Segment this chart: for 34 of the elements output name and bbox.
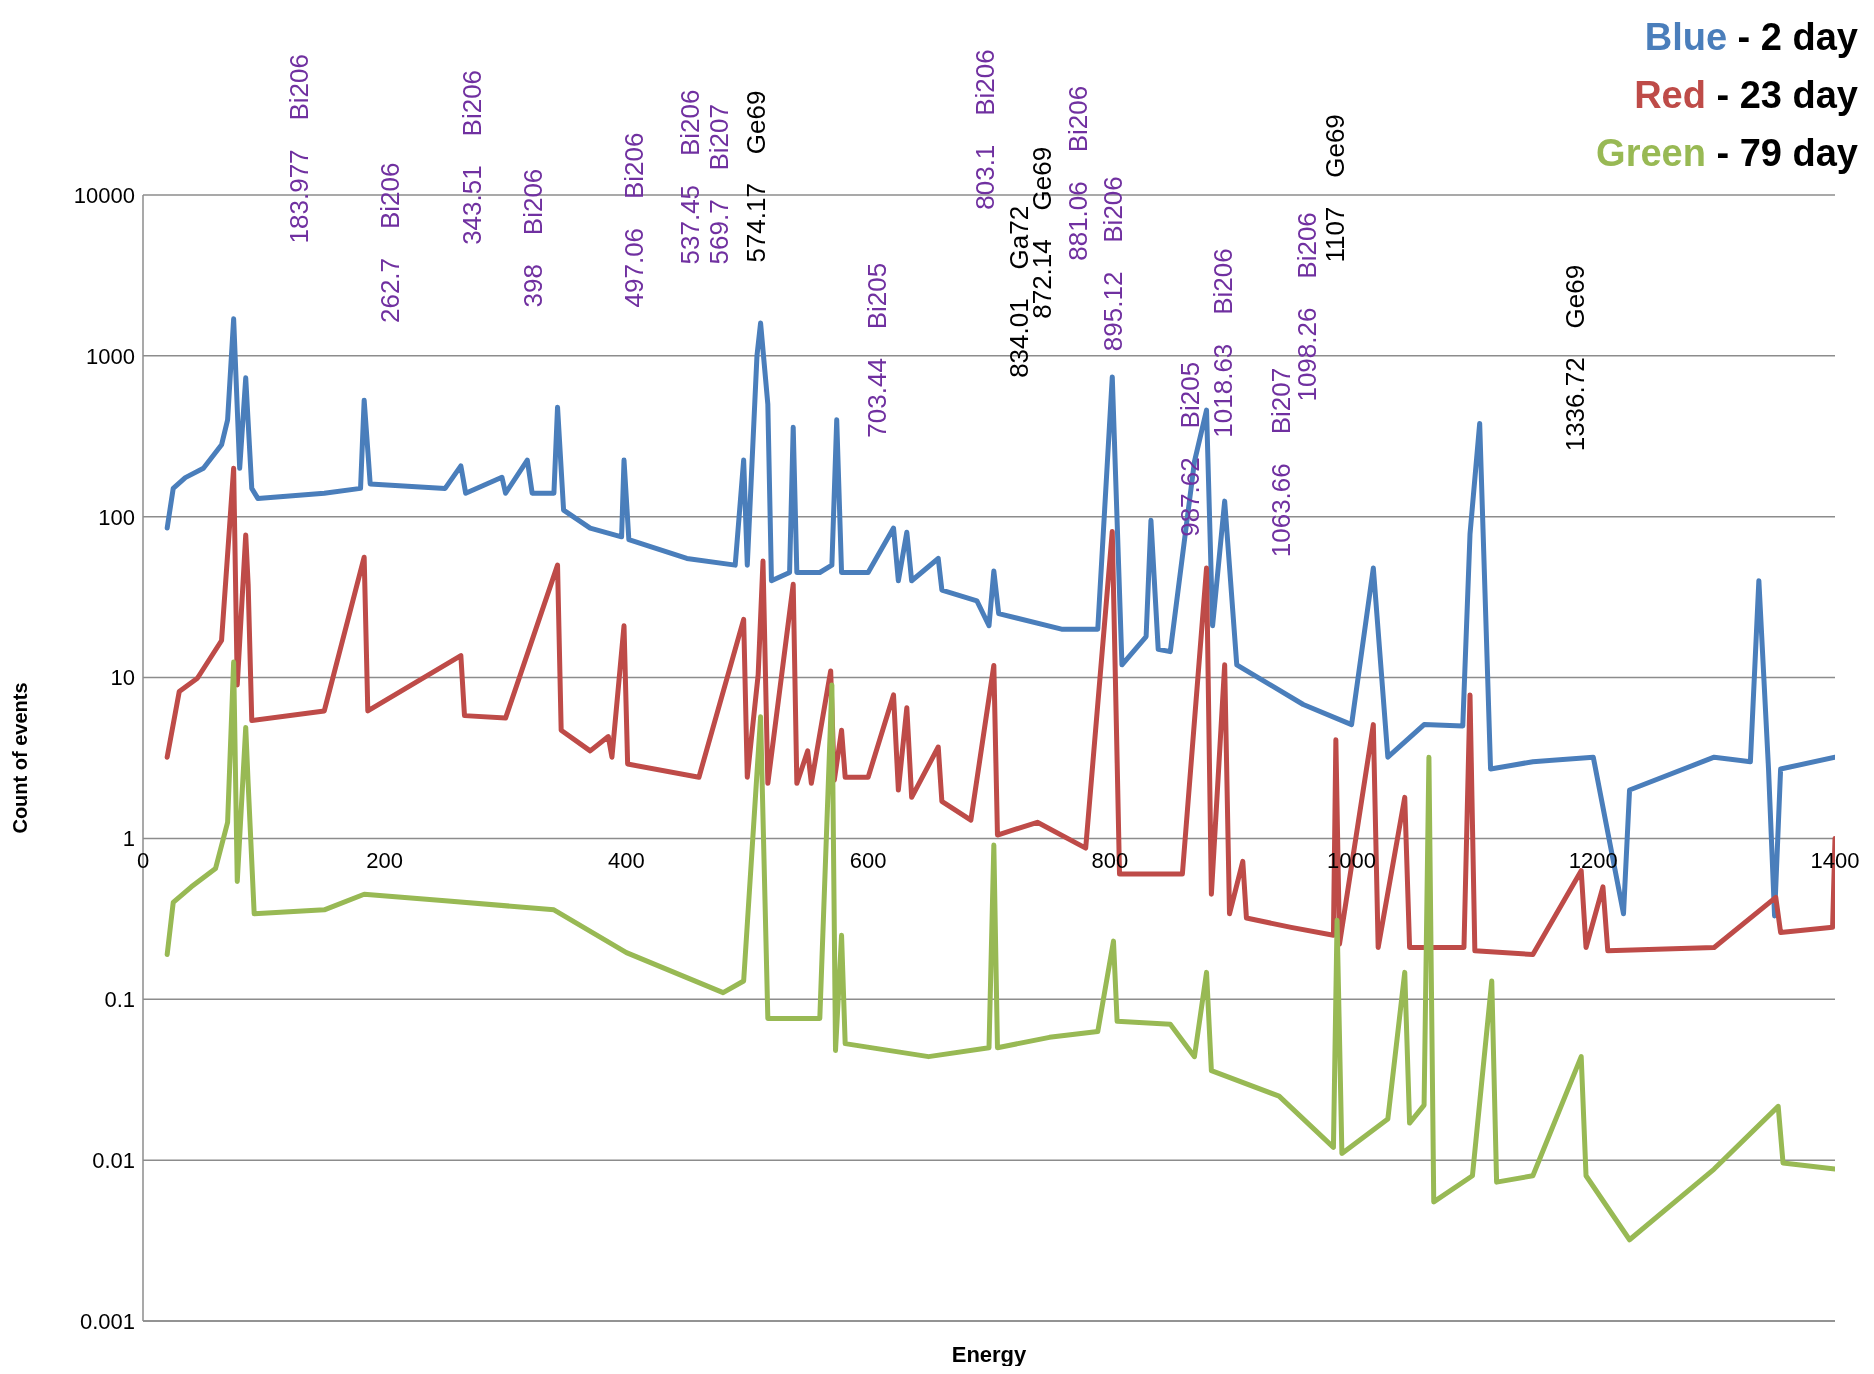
y-tick-label: 0.001 <box>79 1308 135 1334</box>
y-tick-label: 1000 <box>86 343 135 369</box>
y-tick-label: 100 <box>98 504 135 530</box>
y-tick-label: 10000 <box>73 182 135 208</box>
x-tick-label: 400 <box>608 848 645 874</box>
y-tick-label: 1 <box>122 826 135 852</box>
x-tick-label: 0 <box>136 848 150 874</box>
annotation: 574.17 Ge69 <box>740 90 771 263</box>
x-tick-label: 600 <box>849 848 887 874</box>
annotation: 537.45 Bi206 <box>675 89 706 265</box>
y-tick-label: 0.01 <box>92 1147 135 1173</box>
annotation: 1336.72 Ge69 <box>1560 264 1591 452</box>
annotation: 803.1 Bi206 <box>970 49 1001 210</box>
annotation: 262.7 Bi206 <box>374 162 405 324</box>
annotation: 569.7 Bi207 <box>704 103 735 265</box>
y-axis-title: Count of events <box>9 682 32 834</box>
annotation: 1107 Ge69 <box>1319 114 1350 263</box>
annotation: 497.06 Bi206 <box>618 132 649 308</box>
annotation: 703.44 Bi205 <box>861 262 892 438</box>
x-tick-label: 200 <box>366 848 404 874</box>
text: Green - 79 day <box>1596 132 1858 174</box>
annotation: 183.977 Bi206 <box>283 54 314 244</box>
annotation: 343.51 Bi206 <box>456 69 487 245</box>
x-axis-title: Energy <box>951 1342 1028 1367</box>
annotation: 987.62 Bi205 <box>1174 361 1205 537</box>
annotation: 872.14 Ge69 <box>1027 146 1058 319</box>
y-tick-label: 0.1 <box>104 987 135 1013</box>
annotation: 398 Bi206 <box>518 168 549 308</box>
annotation: 881.06 Bi206 <box>1063 85 1094 261</box>
text: Blue - 2 day <box>1644 16 1858 58</box>
y-tick-label: 10 <box>110 665 135 691</box>
annotation: 1018.63 Bi206 <box>1208 248 1239 438</box>
annotation: 895.12 Bi206 <box>1098 176 1129 352</box>
text: Red - 23 day <box>1634 74 1858 116</box>
